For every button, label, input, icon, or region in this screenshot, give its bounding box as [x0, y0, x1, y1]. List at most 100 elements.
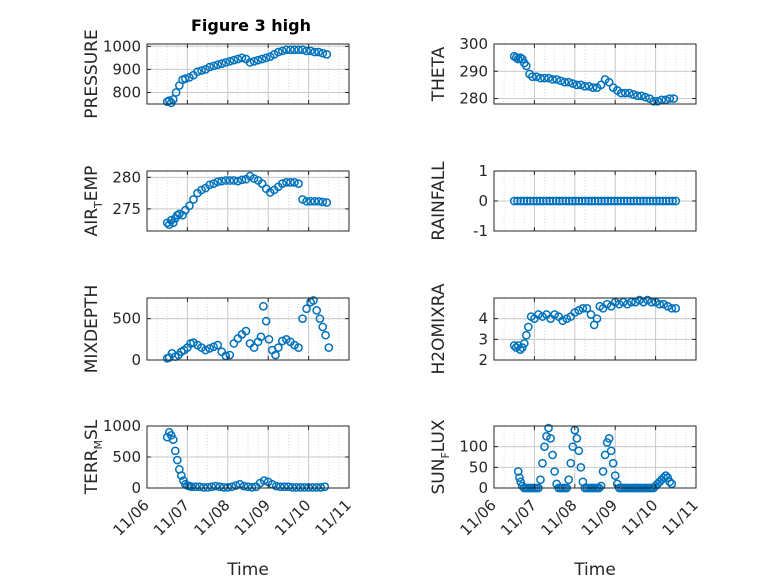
x-axis-label: Time [573, 560, 616, 580]
data-point [637, 91, 646, 101]
y-tick-label: 1 [478, 162, 488, 180]
data-point [197, 66, 206, 75]
data-point [290, 178, 299, 187]
data-point [286, 178, 295, 187]
data-point [277, 179, 287, 188]
data-point [166, 430, 176, 440]
data-point [610, 471, 620, 480]
y-tick-label: 290 [459, 62, 488, 80]
data-point [604, 77, 614, 87]
data-point [294, 343, 303, 352]
data-point [671, 196, 681, 206]
data-point [249, 343, 259, 352]
axes-box [146, 297, 350, 361]
data-point [205, 62, 214, 72]
data-point [606, 446, 616, 456]
data-point [290, 45, 299, 55]
data-point [259, 301, 268, 311]
x-tick-label: 11/06 [457, 496, 500, 539]
data-point [523, 322, 533, 332]
y-tick-label: 900 [112, 60, 141, 78]
data-point [321, 330, 330, 340]
data-point [528, 72, 537, 82]
y-tick-label: 0 [478, 479, 488, 497]
data-point [312, 306, 322, 315]
y-tick-label: 280 [112, 168, 141, 186]
data-point [669, 94, 679, 103]
data-point [221, 58, 231, 67]
data-point [292, 483, 301, 492]
y-tick-label: 0 [478, 192, 488, 210]
data-point [564, 77, 574, 87]
data-point [237, 175, 247, 185]
data-point [298, 195, 307, 204]
data-point [225, 56, 235, 66]
data-point [253, 55, 263, 65]
data-point [199, 483, 208, 492]
data-point [592, 314, 602, 324]
data-point [661, 471, 671, 480]
data-point [663, 473, 673, 483]
y-axis-label: MIXDEPTH [82, 285, 102, 374]
data-point [521, 330, 531, 340]
data-point [322, 198, 332, 207]
data-point [275, 482, 285, 492]
y-tick-label: -1 [473, 222, 488, 240]
y-axis-label: H2OMIXRA [429, 283, 449, 374]
data-point [166, 215, 176, 225]
data-point [217, 59, 227, 68]
data-point [320, 482, 330, 492]
data-point [513, 467, 523, 476]
data-point [318, 197, 328, 207]
data-point [572, 434, 582, 443]
data-point [560, 77, 570, 87]
data-point [294, 179, 303, 188]
x-axis-label: Time [226, 560, 269, 580]
data-point [249, 174, 259, 183]
data-point [552, 75, 561, 84]
x-tick-label: 11/10 [271, 496, 314, 539]
axes-box [493, 297, 697, 361]
data-point [548, 450, 557, 460]
data-point [273, 47, 283, 57]
y-tick-label: 280 [459, 90, 488, 108]
data-point [314, 47, 324, 57]
data-point [189, 195, 198, 204]
data-point [519, 339, 529, 348]
data-point [515, 473, 524, 483]
data-point [237, 53, 247, 63]
data-point [580, 81, 590, 91]
data-point [588, 83, 598, 92]
data-point [653, 96, 662, 106]
data-point [513, 54, 523, 64]
data-point [170, 446, 180, 456]
data-point [277, 46, 287, 56]
data-point [181, 74, 190, 83]
data-point [517, 54, 527, 64]
data-point [576, 80, 586, 90]
data-point [659, 473, 669, 483]
data-point [309, 296, 318, 305]
y-axis-label: RAINFALL [429, 161, 449, 241]
data-point [209, 342, 219, 352]
data-point [550, 467, 559, 476]
data-point [257, 54, 267, 64]
data-point [229, 176, 239, 185]
data-point [211, 481, 221, 491]
x-tick-label: 11/09 [231, 496, 274, 539]
data-point [296, 483, 305, 492]
data-point [318, 322, 328, 332]
data-point [273, 343, 283, 352]
data-point [532, 72, 541, 82]
data-point [176, 471, 186, 480]
data-point [566, 458, 576, 468]
x-tick-label: 11/11 [312, 496, 355, 539]
data-point [509, 341, 519, 350]
data-point [548, 75, 557, 84]
data-point [572, 80, 582, 90]
data-point [586, 310, 596, 319]
data-point [223, 483, 233, 492]
data-point [600, 450, 610, 460]
data-point [245, 339, 255, 348]
axes-box [146, 170, 350, 232]
